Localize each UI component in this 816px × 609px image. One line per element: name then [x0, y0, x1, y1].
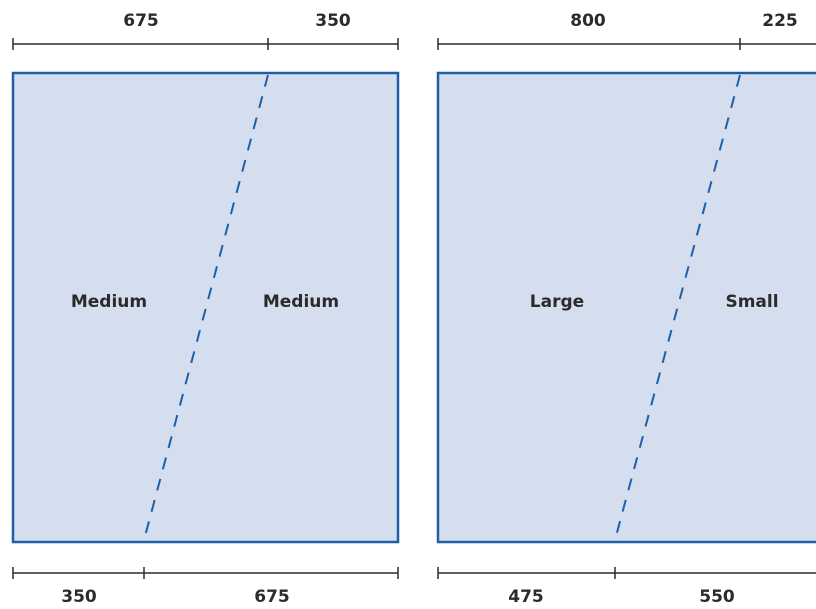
panel-1-dividing-line	[143, 74, 269, 541]
panel-1-area	[11, 71, 400, 544]
top-segment-right-label: 225	[762, 11, 798, 31]
panel-1-left-region-label: Medium	[71, 292, 147, 312]
panel-2: 800 225 Large Small 475 550	[436, 11, 816, 607]
top-segment-left-label: 675	[123, 11, 159, 31]
bottom-segment-right-label: 550	[699, 587, 735, 607]
top-segment-left-label: 800	[570, 11, 606, 31]
panel-2-right-region-label: Small	[725, 292, 778, 312]
bottom-segment-left-label: 475	[508, 587, 544, 607]
panel-2-area	[436, 71, 816, 544]
bottom-segment-right-label: 675	[254, 587, 290, 607]
panel-1-top-dimension: 675 350	[12, 11, 399, 50]
top-segment-right-label: 350	[315, 11, 351, 31]
panel-2-left-region-label: Large	[530, 292, 584, 312]
bottom-segment-left-label: 350	[61, 587, 97, 607]
panel-2-dividing-line	[614, 74, 741, 541]
panel-1: 675 350 Medium Medium 350 675	[11, 11, 400, 607]
panel-1-right-region-label: Medium	[263, 292, 339, 312]
panel-2-top-dimension: 800 225	[437, 11, 816, 50]
panel-2-bottom-dimension: 475 550	[437, 567, 816, 607]
panel-1-bottom-dimension: 350 675	[12, 567, 399, 607]
